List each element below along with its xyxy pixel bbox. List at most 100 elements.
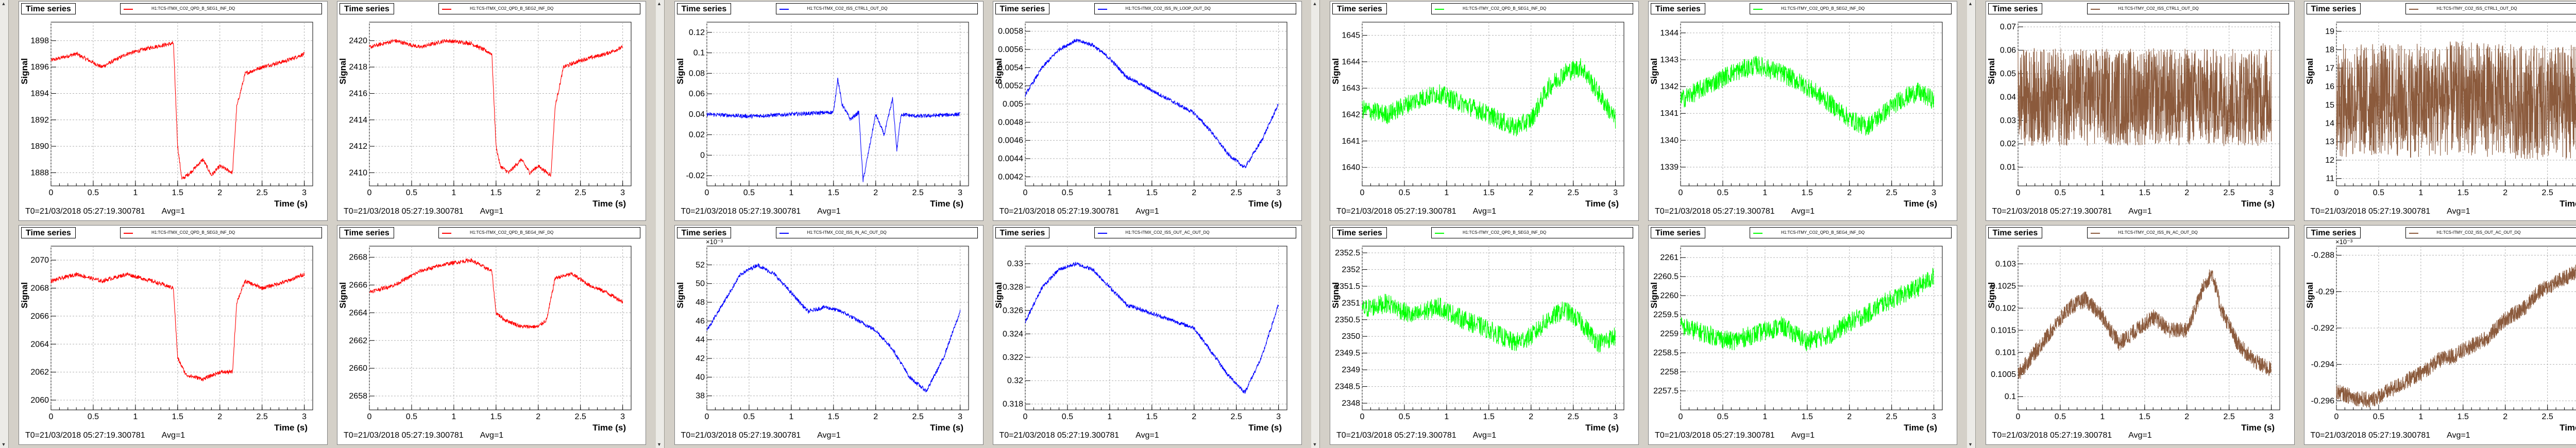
scroll-down-icon[interactable]: ▼ xyxy=(657,442,662,447)
chart-panel[interactable]: 0 0.5 1 1.5 2 2.5 3 2060 2062 2064 2066 2068 2070 Tim… xyxy=(19,225,328,445)
scroll-up-icon[interactable]: ▲ xyxy=(1312,1,1317,6)
series-line xyxy=(1024,38,1279,168)
x-axis-label: Time (s) xyxy=(592,199,626,209)
x-tick-label: 2 xyxy=(1847,412,1852,421)
chart-plot: 0 0.5 1 1.5 2 2.5 3 1888 1890 1892 1894 1896 1898 Tim… xyxy=(20,22,313,209)
legend-label: H1:TCS-ITMX_CO2_QPD_B_SEG4_INF_DQ xyxy=(470,230,554,235)
x-tick-label: 3 xyxy=(1276,188,1281,197)
x-axis-label: Time (s) xyxy=(2241,199,2275,209)
chart-panel[interactable]: 0 0.5 1 1.5 2 2.5 3 2410 2412 2414 2416 2418 2420 Tim… xyxy=(337,1,646,221)
legend-swatch xyxy=(1097,233,1107,234)
series-line xyxy=(50,272,305,382)
y-tick-label: 1644 xyxy=(1342,58,1360,66)
vertical-scrollbar[interactable]: ▲ ▼ xyxy=(0,0,9,448)
legend-swatch xyxy=(1753,9,1762,10)
y-tick-label: 2062 xyxy=(30,368,49,377)
x-tick-label: 1 xyxy=(1762,412,1767,421)
y-tick-label: 0.0052 xyxy=(998,82,1023,91)
x-tick-label: 2.5 xyxy=(257,412,268,421)
chart-panel[interactable]: 0 0.5 1 1.5 2 2.5 3 0.318 0.32 0.322 0.324 0.326 0.3… xyxy=(992,225,1302,445)
y-axis-exponent: ×10⁻³ xyxy=(706,238,723,246)
scroll-up-icon[interactable]: ▲ xyxy=(1968,1,1973,6)
vertical-scrollbar[interactable]: ▲ ▼ xyxy=(655,0,665,448)
panel-footer: T0=21/03/2018 05:27:19.300781 Avg=1 xyxy=(1655,207,1815,216)
series-line xyxy=(1362,58,1616,136)
x-tick-label: 2.5 xyxy=(2541,188,2553,197)
y-tick-label: 1894 xyxy=(30,89,49,98)
x-tick-label: 0 xyxy=(49,412,54,421)
chart-panel[interactable]: 00.511.522.53-0.296-0.294-0.292-0.29-0.2… xyxy=(2303,225,2576,445)
time-stamp: T0=21/03/2018 05:27:19.300781 xyxy=(1992,207,2112,216)
x-tick-label: 0.5 xyxy=(2054,412,2065,421)
x-tick-label: 3 xyxy=(1931,188,1936,197)
y-axis-label: Signal xyxy=(2305,282,2315,308)
y-tick-label: 0.102 xyxy=(1995,304,2015,313)
x-tick-label: 0.5 xyxy=(2372,412,2384,421)
legend-swatch xyxy=(779,9,789,10)
x-tick-label: 1 xyxy=(2100,412,2105,421)
x-tick-label: 0.5 xyxy=(406,412,417,421)
average-count: Avg=1 xyxy=(2447,207,2470,216)
y-tick-label: 1892 xyxy=(30,116,49,125)
scroll-up-icon[interactable]: ▲ xyxy=(1,1,6,6)
y-tick-label: 2348 xyxy=(1342,399,1360,408)
y-tick-label: 2664 xyxy=(349,308,367,317)
x-tick-label: 3 xyxy=(620,412,625,421)
y-tick-label: 0.08 xyxy=(688,69,704,78)
x-tick-label: 0 xyxy=(1360,188,1365,197)
chart-panel[interactable]: 0 0.5 1 1.5 2 2.5 3 1339 1340 1341 1342 1343 1344 Tim… xyxy=(1648,1,1957,221)
y-tick-label: 0.02 xyxy=(688,131,704,140)
y-tick-label: 0.06 xyxy=(688,90,704,98)
x-tick-label: 0.5 xyxy=(1399,188,1410,197)
y-axis-label: Signal xyxy=(2305,58,2315,84)
legend: H1:TCS-ITMY_CO2_QPD_B_SEG3_INF_DQ xyxy=(1431,227,1633,238)
chart-panel[interactable]: 0 0.5 1 1.5 2 2.5 3 0.1 0.1005 0.101 0.1015 0.102 0.… xyxy=(1985,225,2295,445)
x-tick-label: 1.5 xyxy=(1146,412,1157,421)
chart-plot: 0 0.5 1 1.5 2 2.5 3 0.1 0.1005 0.101 0.1015 0.102 0.… xyxy=(1987,246,2280,433)
y-tick-label: 44 xyxy=(696,336,705,344)
x-tick-label: 1.5 xyxy=(1483,188,1495,197)
legend: H1:TCS-ITMY_CO2_QPD_B_SEG4_INF_DQ xyxy=(1750,227,1952,238)
chart-plot: 0 0.5 1 1.5 2 2.5 3 38 40 42 44 46 48 50 52 Time (s) Sig… xyxy=(675,238,969,433)
scroll-down-icon[interactable]: ▼ xyxy=(1,442,6,447)
y-tick-label: 2351 xyxy=(1342,299,1360,307)
legend: H1:TCS-ITMY_CO2_ISS_OUT_AC_OUT_DQ xyxy=(2405,227,2576,238)
scroll-down-icon[interactable]: ▼ xyxy=(1312,442,1317,447)
y-tick-label: 2658 xyxy=(349,392,367,401)
y-tick-label: 0.04 xyxy=(1999,93,2015,101)
panel-footer: T0=21/03/2018 05:27:19.300781 Avg=1 xyxy=(2311,431,2470,440)
panel-title: Time series xyxy=(995,227,1050,238)
time-stamp: T0=21/03/2018 05:27:19.300781 xyxy=(999,207,1120,216)
scroll-down-icon[interactable]: ▼ xyxy=(1968,442,1973,447)
scroll-up-icon[interactable]: ▲ xyxy=(657,1,662,6)
x-tick-label: 2 xyxy=(536,188,540,197)
chart-panel[interactable]: 0 0.5 1 1.5 2 2.5 3 -0.02 0 0.02 0.04 0.06 0.08 0.1 0.… xyxy=(674,1,984,221)
y-tick-label: -0.296 xyxy=(2311,397,2334,405)
legend: H1:TCS-ITMY_CO2_QPD_B_SEG1_INF_DQ xyxy=(1431,3,1633,14)
chart-panel[interactable]: 00.511.522.53111213141516171819Time (s)S… xyxy=(2303,1,2576,221)
chart-panel[interactable]: 0 0.5 1 1.5 2 2.5 3 1888 1890 1892 1894 1896 1898 Tim… xyxy=(19,1,328,221)
chart-panel[interactable]: 0 0.5 1 1.5 2 2.5 3 38 40 42 44 46 48 50 52 Time (s) Sig… xyxy=(674,225,984,445)
average-count: Avg=1 xyxy=(480,431,504,440)
y-tick-label: 2662 xyxy=(349,336,367,345)
legend-label: H1:TCS-ITMX_CO2_ISS_IN_AC_OUT_DQ xyxy=(807,230,887,235)
average-count: Avg=1 xyxy=(1791,431,1815,440)
chart-panel[interactable]: 0 0.5 1 1.5 2 2.5 3 1640 1641 1642 1643 1644 1645 Tim… xyxy=(1330,1,1639,221)
y-tick-label: 2260 xyxy=(1660,291,1679,300)
x-tick-label: 2 xyxy=(2503,412,2507,421)
average-count: Avg=1 xyxy=(1472,431,1497,440)
chart-plot: 0 0.5 1 1.5 2 2.5 3 1339 1340 1341 1342 1343 1344 Tim… xyxy=(1649,22,1943,209)
x-tick-label: 2 xyxy=(873,412,878,421)
x-tick-label: 3 xyxy=(2269,188,2274,197)
chart-panel[interactable]: 0 0.5 1 1.5 2 2.5 3 2257.5 2258 2258.5 2259 2259.5 2… xyxy=(1648,225,1957,445)
chart-panel[interactable]: 0 0.5 1 1.5 2 2.5 3 2348 2348.5 2349 2349.5 2350 235… xyxy=(1330,225,1639,445)
chart-panel[interactable]: 0 0.5 1 1.5 2 2.5 3 0.0042 0.0044 0.0046 0.0048 0.0… xyxy=(992,1,1302,221)
legend-label: H1:TCS-ITMY_CO2_ISS_CTRL1_OUT_DQ xyxy=(2118,6,2199,11)
x-tick-label: 2 xyxy=(217,188,222,197)
x-tick-label: 2.5 xyxy=(257,188,268,197)
chart-panel[interactable]: 0 0.5 1 1.5 2 2.5 3 2658 2660 2662 2664 2666 2668 Tim… xyxy=(337,225,646,445)
chart-panel[interactable]: 0 0.5 1 1.5 2 2.5 3 0.01 0.02 0.03 0.04 0.05 0.06 0.0… xyxy=(1985,1,2295,221)
vertical-scrollbar[interactable]: ▲ ▼ xyxy=(1967,0,1976,448)
panel-title: Time series xyxy=(995,3,1050,14)
vertical-scrollbar[interactable]: ▲ ▼ xyxy=(1311,0,1320,448)
